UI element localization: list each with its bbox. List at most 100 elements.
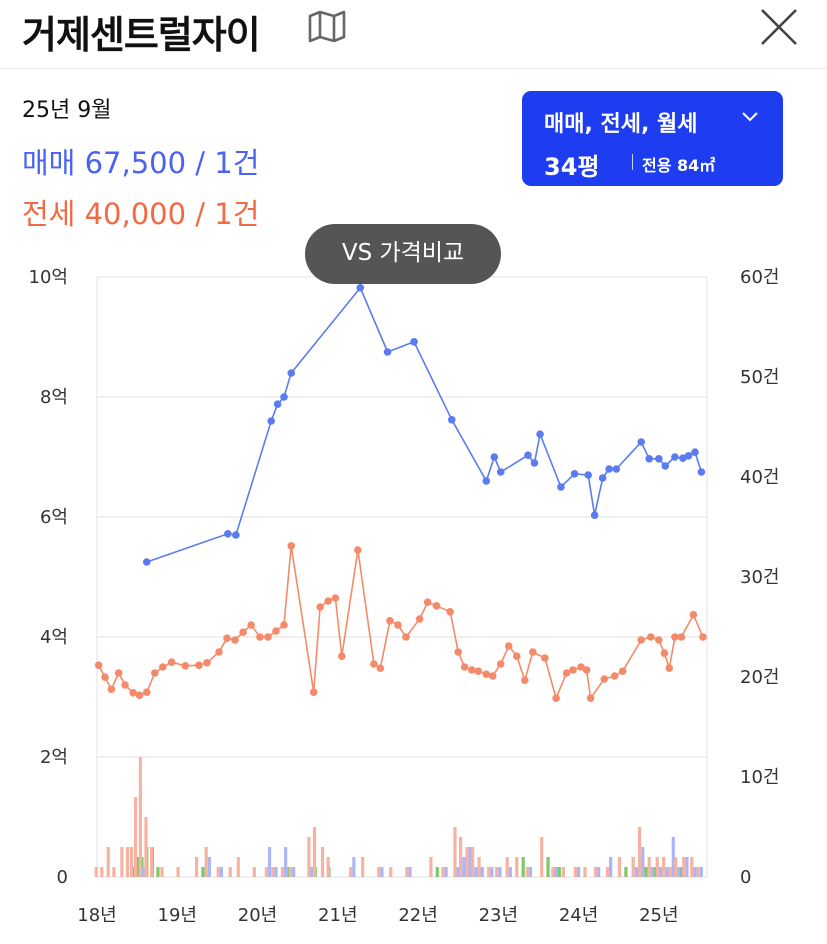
volume-bar-sale xyxy=(699,867,703,877)
volume-bar-sale xyxy=(498,867,502,877)
x-tick: 19년 xyxy=(158,905,197,926)
volume-bar-sale xyxy=(554,867,558,877)
jeonse-point xyxy=(280,621,288,629)
chevron-down-icon xyxy=(742,112,758,122)
sale-point xyxy=(645,455,654,463)
x-axis: 18년 19년 20년 21년 22년 23년 24년 25년 xyxy=(77,905,678,926)
y-tick-right: 0 xyxy=(740,867,751,888)
volume-bar-sale xyxy=(284,847,288,877)
y-tick-right: 50건 xyxy=(740,367,779,388)
volume-bar-jeonse xyxy=(662,857,666,877)
volume-bar-jeonse xyxy=(216,867,220,877)
volume-bar-jeonse xyxy=(647,857,651,877)
jeonse-point xyxy=(223,634,231,642)
header-bar: 거제센트럴자이 xyxy=(0,0,827,69)
x-tick: 25년 xyxy=(639,905,678,926)
volume-bar-sale xyxy=(468,847,472,877)
y-axis-right: 0 10건 20건 30건 40건 50건 60건 xyxy=(740,267,779,888)
volume-bar-sale xyxy=(219,867,224,877)
sale-point xyxy=(356,284,365,292)
volume-bar-jeonse xyxy=(540,837,544,877)
y-tick-right: 30건 xyxy=(740,567,779,588)
volume-bar-jeonse xyxy=(120,847,124,877)
size-divider xyxy=(632,154,633,170)
jeonse-point xyxy=(247,621,255,629)
jeonse-point xyxy=(142,688,151,696)
volume-bar-jeonse xyxy=(129,847,134,877)
jeonse-point xyxy=(264,633,272,641)
sale-point xyxy=(570,470,579,478)
jeonse-point xyxy=(309,688,318,696)
jeonse-point xyxy=(354,546,362,554)
jeonse-point xyxy=(541,654,549,662)
jeonse-point xyxy=(660,649,669,657)
volume-bar-sale xyxy=(456,867,460,877)
sale-point xyxy=(287,369,296,377)
jeonse-point xyxy=(129,689,137,697)
volume-bar-jeonse xyxy=(138,757,142,877)
volume-bar-monthly xyxy=(644,867,648,877)
map-icon[interactable] xyxy=(306,7,348,45)
sale-point xyxy=(612,465,621,473)
sale-point xyxy=(536,430,544,439)
sale-point xyxy=(557,483,565,491)
x-tick: 24년 xyxy=(559,905,598,926)
jeonse-point xyxy=(618,667,627,675)
jeonse-point xyxy=(256,633,264,641)
sale-point xyxy=(482,477,491,485)
volume-bar-jeonse xyxy=(307,837,311,877)
volume-bar-sale xyxy=(671,837,675,877)
sale-point xyxy=(671,453,679,461)
jeonse-point xyxy=(569,666,577,674)
volume-bar-sale xyxy=(528,867,533,877)
volume-bar-jeonse xyxy=(487,867,491,877)
sale-point xyxy=(224,530,232,538)
sale-point xyxy=(410,338,418,346)
trade-type-filter-button[interactable]: 매매, 전세, 월세 34평 전용 84㎡ xyxy=(522,91,783,186)
jeonse-point xyxy=(423,598,432,606)
volume-bar-jeonse xyxy=(593,867,598,877)
jeonse-point xyxy=(552,694,560,702)
close-icon[interactable] xyxy=(757,5,801,49)
jeonse-point xyxy=(402,633,410,641)
volume-bar-monthly xyxy=(287,867,291,877)
jeonse-point xyxy=(114,669,123,677)
sale-point xyxy=(280,393,288,401)
volume-bar-sale xyxy=(480,867,484,877)
volume-bar-jeonse xyxy=(441,867,445,877)
volume-bar-sale xyxy=(380,867,384,877)
volume-bar-jeonse xyxy=(228,867,232,877)
volume-bar-sale xyxy=(490,867,494,877)
jeonse-point xyxy=(239,628,247,636)
filter-label: 매매, 전세, 월세 xyxy=(544,112,698,137)
volume-bar-jeonse xyxy=(288,867,293,877)
volume-bar-monthly xyxy=(201,867,205,877)
volume-bar-jeonse xyxy=(312,827,317,877)
jeonse-point xyxy=(474,667,483,675)
y-tick-right: 60건 xyxy=(740,267,779,288)
volume-bar-sale xyxy=(609,857,613,877)
jeonse-label: 전세 xyxy=(22,197,76,231)
volume-bar-jeonse xyxy=(515,857,519,877)
volume-bar-jeonse xyxy=(495,867,499,877)
jeonse-value: 40,000 / 1건 xyxy=(84,197,260,231)
jeonse-point xyxy=(287,542,296,550)
volume-bar-sale xyxy=(677,867,681,877)
jeonse-point xyxy=(121,681,129,689)
jeonse-point xyxy=(432,602,441,610)
volume-bar-sale xyxy=(207,857,211,877)
volume-bar-sale xyxy=(576,867,581,877)
volume-bar-jeonse xyxy=(525,867,529,877)
jeonse-point xyxy=(586,694,595,702)
x-tick: 23년 xyxy=(479,905,518,926)
volume-bar-monthly xyxy=(546,857,550,877)
volume-bar-jeonse xyxy=(389,867,393,877)
sale-label: 매매 xyxy=(22,146,76,180)
volume-bar-jeonse xyxy=(505,857,509,877)
jeonse-point xyxy=(150,669,159,677)
sale-point xyxy=(267,417,275,425)
volume-bar-jeonse xyxy=(617,857,622,877)
sale-point xyxy=(496,468,505,476)
sale-series-line xyxy=(146,286,703,563)
price-compare-button[interactable]: VS 가격비교 xyxy=(305,224,501,284)
